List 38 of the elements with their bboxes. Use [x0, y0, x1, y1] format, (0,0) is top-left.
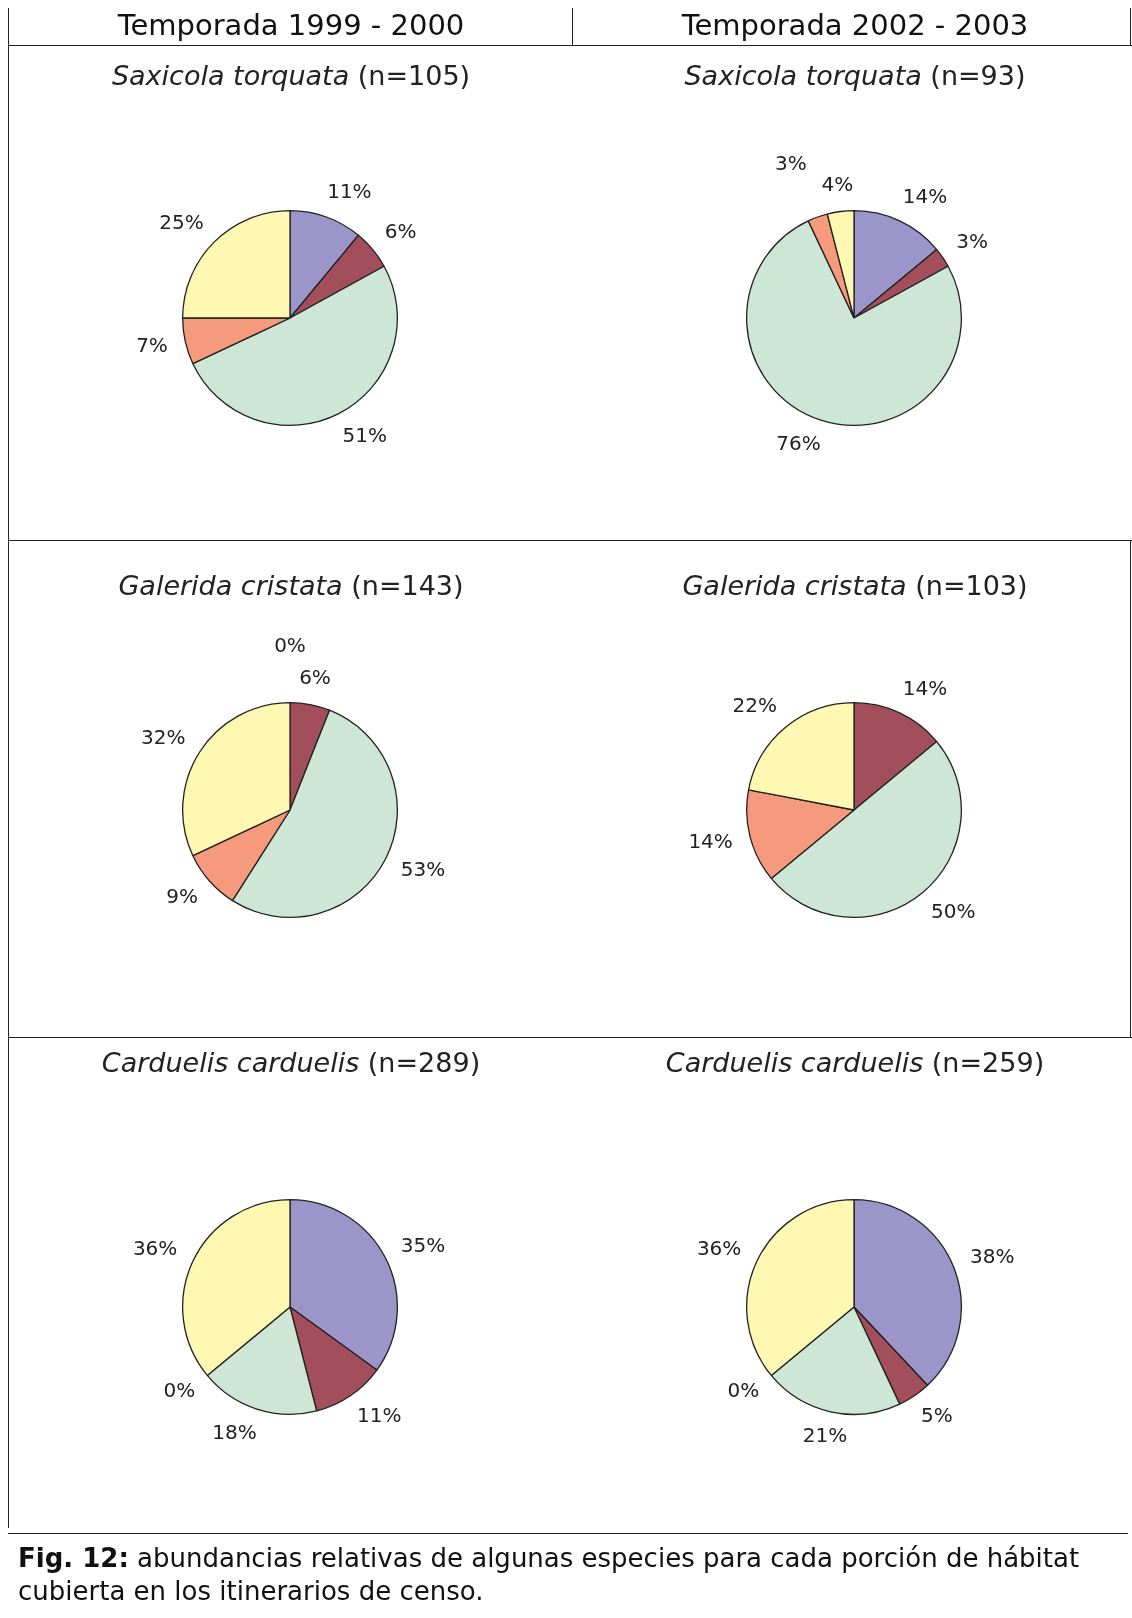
chart-title: Carduelis carduelis (n=259): [664, 1047, 1046, 1078]
data-label: 50%: [931, 898, 976, 923]
chart-title: Saxicola torquata (n=105): [110, 60, 472, 91]
data-label: 3%: [956, 229, 989, 254]
caption: Fig. 12: abundancias relativas de algunas especies para cada porción de hábitat cubierta en los itinerarios de censo.: [8, 1533, 1128, 1616]
chart-title: Galerida cristata (n=143): [117, 570, 465, 601]
data-label: 11%: [327, 178, 372, 203]
data-label: 36%: [132, 1236, 178, 1261]
data-label: 32%: [140, 724, 186, 749]
data-label: 14%: [902, 183, 948, 208]
data-label: 14%: [902, 675, 948, 700]
text: 0%: [274, 632, 306, 657]
data-label: 14%: [688, 829, 733, 854]
data-label: 53%: [400, 856, 446, 881]
data-label: 22%: [732, 693, 777, 718]
data-label: 6%: [384, 219, 417, 244]
chart-title: Saxicola torquata (n=93): [683, 60, 1027, 91]
text: Temporada 2002 - 2003: [572, 8, 1132, 46]
data-label: 9%: [166, 884, 198, 909]
data-label: 35%: [400, 1232, 446, 1257]
text: 0%: [727, 1378, 760, 1403]
data-label: 25%: [159, 209, 204, 234]
data-label: 5%: [920, 1403, 953, 1428]
chart-title: Galerida cristata (n=103): [681, 570, 1029, 601]
text: 0%: [163, 1378, 196, 1403]
data-label: 38%: [969, 1244, 1015, 1269]
data-label: 18%: [212, 1420, 257, 1445]
data-label: 36%: [696, 1236, 742, 1261]
data-label: 7%: [136, 333, 168, 358]
data-label: 4%: [821, 171, 854, 196]
data-label: 76%: [776, 431, 821, 456]
data-label: 3%: [774, 150, 807, 175]
chart-title: Carduelis carduelis (n=289): [100, 1047, 482, 1078]
data-label: 6%: [299, 665, 331, 690]
data-label: 21%: [802, 1423, 848, 1448]
data-label: 51%: [342, 423, 387, 448]
data-label: 11%: [356, 1403, 402, 1428]
text: Temporada 1999 - 2000: [8, 8, 574, 46]
